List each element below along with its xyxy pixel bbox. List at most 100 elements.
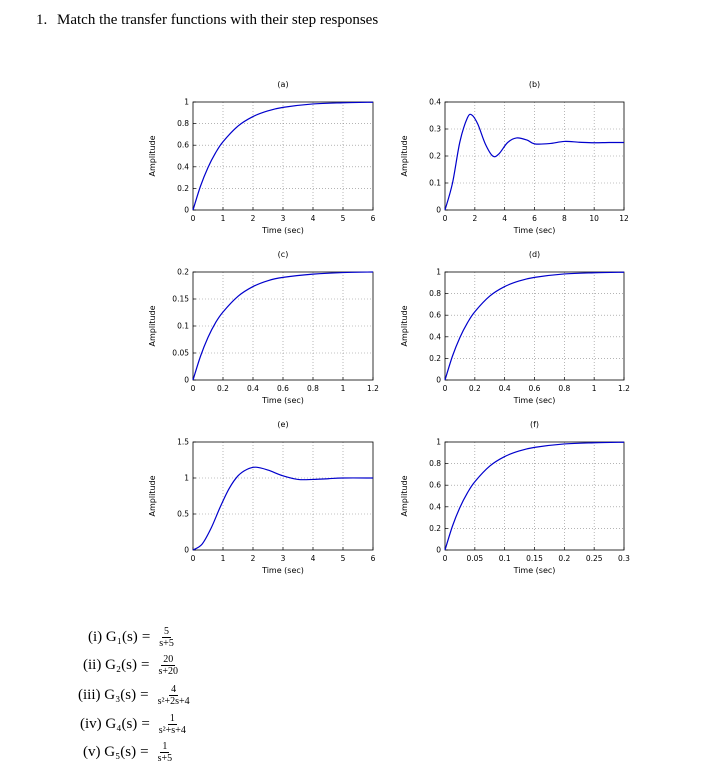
x-tick-label: 2 <box>472 214 477 223</box>
x-tick-label: 5 <box>341 214 346 223</box>
transfer-function-item: (v) G₅(s) = 1 s+5 <box>83 741 174 764</box>
tf-fraction: 1 s+5 <box>156 741 175 764</box>
plot-title: (d) <box>529 250 540 259</box>
x-tick-label: 10 <box>589 214 599 223</box>
plot-title: (e) <box>277 420 288 429</box>
plot-title: (b) <box>529 80 540 89</box>
tf-equals: = <box>140 687 149 703</box>
y-tick-label: 1 <box>184 474 189 483</box>
x-axis-label: Time (sec) <box>261 396 304 405</box>
tf-numerator: 1 <box>160 741 170 753</box>
x-tick-label: 6 <box>371 554 376 563</box>
tf-label: (ii) G₂(s) <box>83 657 137 673</box>
x-tick-label: 1 <box>341 384 346 393</box>
y-axis-label: Amplitude <box>400 475 409 516</box>
step-response-curve <box>192 271 374 381</box>
y-tick-label: 0 <box>436 206 441 215</box>
x-axis-label: Time (sec) <box>261 226 304 235</box>
y-tick-label: 0 <box>184 376 189 385</box>
x-axis-label: Time (sec) <box>513 566 556 575</box>
step-response-curve <box>444 271 625 381</box>
x-tick-label: 8 <box>562 214 567 223</box>
tf-equals: = <box>140 744 149 760</box>
y-tick-label: 0.8 <box>429 289 441 298</box>
step-response-curve <box>192 466 374 551</box>
x-tick-label: 0.2 <box>469 384 481 393</box>
y-tick-label: 0 <box>436 546 441 555</box>
x-axis-label: Time (sec) <box>261 566 304 575</box>
tf-numerator: 5 <box>162 626 172 638</box>
x-tick-label: 0 <box>443 554 448 563</box>
transfer-function-item: (iv) G₄(s) = 1 s²+s+4 <box>80 713 188 736</box>
y-axis-label: Amplitude <box>148 305 157 346</box>
tf-label: (i) G₁(s) <box>88 629 138 645</box>
x-tick-label: 1 <box>221 554 226 563</box>
y-tick-label: 0.6 <box>429 311 441 320</box>
tf-denominator: s²+2s+4 <box>157 696 190 707</box>
transfer-function-item: (i) G₁(s) = 5 s+5 <box>88 626 176 649</box>
x-tick-label: 0.8 <box>558 384 570 393</box>
x-tick-label: 3 <box>281 554 286 563</box>
plot-title: (a) <box>277 80 288 89</box>
y-tick-label: 0.4 <box>429 98 441 107</box>
y-tick-label: 1 <box>436 268 441 277</box>
x-tick-label: 1.2 <box>367 384 379 393</box>
tf-denominator: s+5 <box>159 638 174 649</box>
y-tick-label: 0.05 <box>172 349 189 358</box>
x-axis-label: Time (sec) <box>513 396 556 405</box>
x-tick-label: 1.2 <box>618 384 630 393</box>
x-tick-label: 6 <box>371 214 376 223</box>
y-tick-label: 0.6 <box>429 481 441 490</box>
tf-denominator: s+5 <box>157 753 173 764</box>
tf-label: (iv) G₄(s) <box>80 716 138 732</box>
x-tick-label: 0 <box>191 384 196 393</box>
x-axis-label: Time (sec) <box>513 226 556 235</box>
x-tick-label: 4 <box>502 214 507 223</box>
y-axis-label: Amplitude <box>400 305 409 346</box>
y-axis-label: Amplitude <box>400 135 409 176</box>
x-tick-label: 0.2 <box>558 554 570 563</box>
y-tick-label: 0.15 <box>172 295 189 304</box>
x-tick-label: 1 <box>221 214 226 223</box>
x-tick-label: 0.05 <box>466 554 483 563</box>
plot-title: (c) <box>278 250 289 259</box>
tf-denominator: s²+s+4 <box>158 725 186 736</box>
tf-numerator: 4 <box>169 684 179 696</box>
y-tick-label: 0.3 <box>429 125 441 134</box>
x-tick-label: 0.3 <box>618 554 630 563</box>
y-tick-label: 0.2 <box>429 152 441 161</box>
y-axis-label: Amplitude <box>148 475 157 516</box>
transfer-function-item: (ii) G₂(s) = 20 s+20 <box>83 654 180 677</box>
x-tick-label: 2 <box>251 214 256 223</box>
y-tick-label: 0.2 <box>177 268 189 277</box>
y-tick-label: 0.5 <box>177 510 189 519</box>
tf-numerator: 20 <box>161 654 176 666</box>
y-tick-label: 0.4 <box>177 162 189 171</box>
step-response-plots: 0 1 2 3 4 5 6 0 0.2 0.4 0.6 0.8 1 (a) Time (sec) Amplit… <box>148 80 630 575</box>
x-tick-label: 0.1 <box>499 554 511 563</box>
y-tick-label: 0 <box>184 546 189 555</box>
y-tick-label: 0.2 <box>429 524 441 533</box>
question-number: 1. <box>36 12 48 28</box>
y-tick-label: 0.4 <box>429 502 441 511</box>
x-tick-label: 2 <box>251 554 256 563</box>
x-tick-label: 3 <box>281 214 286 223</box>
y-tick-label: 1.5 <box>177 438 189 447</box>
x-tick-label: 0.6 <box>277 384 289 393</box>
x-tick-label: 0 <box>443 214 448 223</box>
y-tick-label: 0.1 <box>429 179 441 188</box>
tf-numerator: 1 <box>167 713 177 725</box>
x-tick-label: 0.4 <box>499 384 511 393</box>
step-response-curve <box>444 113 625 211</box>
x-tick-label: 0.4 <box>247 384 259 393</box>
y-tick-label: 0.2 <box>177 184 189 193</box>
y-tick-label: 1 <box>436 438 441 447</box>
step-response-curve <box>444 441 625 551</box>
x-tick-label: 6 <box>532 214 537 223</box>
tf-fraction: 4 s²+2s+4 <box>156 684 192 707</box>
plot-title: (f) <box>530 420 539 429</box>
tf-denominator: s+20 <box>158 666 178 677</box>
x-tick-label: 0.8 <box>307 384 319 393</box>
y-tick-label: 0.1 <box>177 322 189 331</box>
tf-equals: = <box>140 657 150 673</box>
